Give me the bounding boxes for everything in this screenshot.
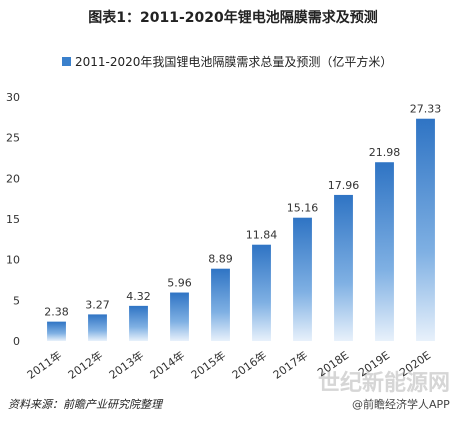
value-label: 2.38 [44, 306, 69, 319]
x-tick-label: 2014年 [147, 348, 187, 382]
bar [88, 314, 107, 341]
x-tick-label: 2017年 [270, 348, 310, 382]
value-label: 15.16 [287, 202, 319, 215]
watermark: 世纪新能源网 [318, 370, 450, 396]
x-tick-label: 2012年 [65, 348, 105, 382]
bar [416, 118, 435, 341]
value-label: 4.32 [126, 290, 151, 303]
y-tick-label: 25 [6, 132, 20, 145]
bar [293, 217, 312, 341]
bar [47, 321, 66, 341]
bar [252, 244, 271, 341]
watermark: @前瞻经济学人APP [352, 397, 450, 411]
legend-swatch [62, 57, 71, 66]
source: 资料来源：前瞻产业研究院整理 [8, 398, 164, 411]
x-tick-label: 2015年 [188, 348, 228, 382]
y-tick-label: 10 [6, 254, 20, 267]
value-label: 27.33 [410, 103, 442, 116]
x-tick-label: 2016年 [229, 348, 269, 382]
value-label: 5.96 [167, 277, 192, 290]
bar [211, 268, 230, 341]
bar [129, 305, 148, 341]
value-label: 3.27 [85, 298, 110, 311]
value-label: 11.84 [246, 229, 278, 242]
value-label: 21.98 [369, 146, 401, 159]
value-label: 17.96 [328, 179, 360, 192]
bar [334, 194, 353, 341]
y-tick-label: 5 [13, 294, 20, 307]
y-tick-label: 15 [6, 213, 20, 226]
x-tick-label: 2011年 [24, 348, 64, 382]
y-tick-label: 20 [6, 172, 20, 185]
chart-title: 图表1：2011-2020年锂电池隔膜需求及预测 [88, 9, 377, 26]
y-tick-label: 0 [13, 335, 20, 348]
value-label: 8.89 [208, 253, 233, 266]
y-tick-label: 30 [6, 91, 20, 104]
x-tick-label: 2013年 [106, 348, 146, 382]
bar [375, 162, 394, 341]
legend-label: 2011-2020年我国锂电池隔膜需求总量及预测（亿平方米） [75, 54, 392, 69]
bar [170, 292, 189, 341]
